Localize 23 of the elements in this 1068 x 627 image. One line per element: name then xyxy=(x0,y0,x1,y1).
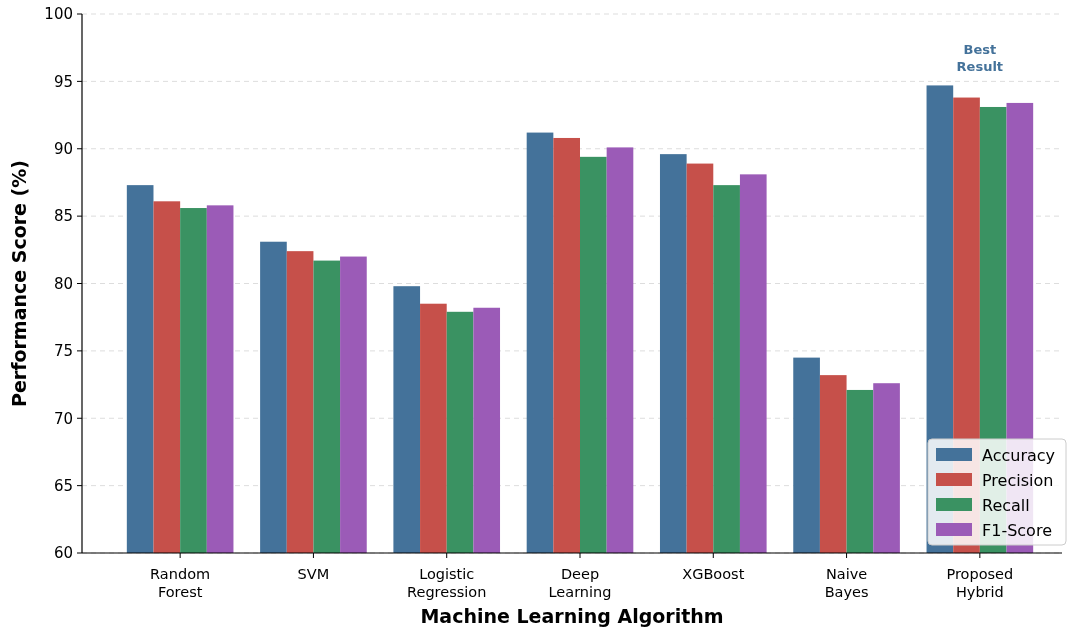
x-tick-label: Deep Learning xyxy=(548,566,612,600)
x-tick-label: Random Forest xyxy=(150,566,211,600)
legend-label: Recall xyxy=(982,495,1030,515)
legend-label: Precision xyxy=(982,470,1054,490)
y-tick-label: 90 xyxy=(53,140,73,158)
y-tick-label: 85 xyxy=(53,207,73,226)
x-tick-label: Naive Bayes xyxy=(824,566,869,600)
y-tick-label: 80 xyxy=(53,274,73,293)
legend-label: F1-Score xyxy=(982,520,1052,540)
y-tick-label: 65 xyxy=(53,476,73,495)
y-tick-label: 95 xyxy=(53,72,73,91)
y-tick-label: 60 xyxy=(53,544,73,563)
x-tick-label: SVM xyxy=(297,566,330,582)
annotation: Best Result xyxy=(956,42,1004,75)
y-tick-label: 100 xyxy=(44,5,73,24)
x-tick-label: Logistic Regression xyxy=(407,566,487,600)
y-axis-title: Performance Score (%) xyxy=(8,159,30,408)
y-tick-label: 70 xyxy=(53,409,73,428)
x-tick-label: Proposed Hybrid xyxy=(946,566,1014,600)
legend-label: Accuracy xyxy=(982,445,1056,465)
y-tick-label: 75 xyxy=(53,342,73,361)
x-tick-label: XGBoost xyxy=(682,566,745,582)
x-axis-title: Machine Learning Algorithm xyxy=(420,605,724,627)
